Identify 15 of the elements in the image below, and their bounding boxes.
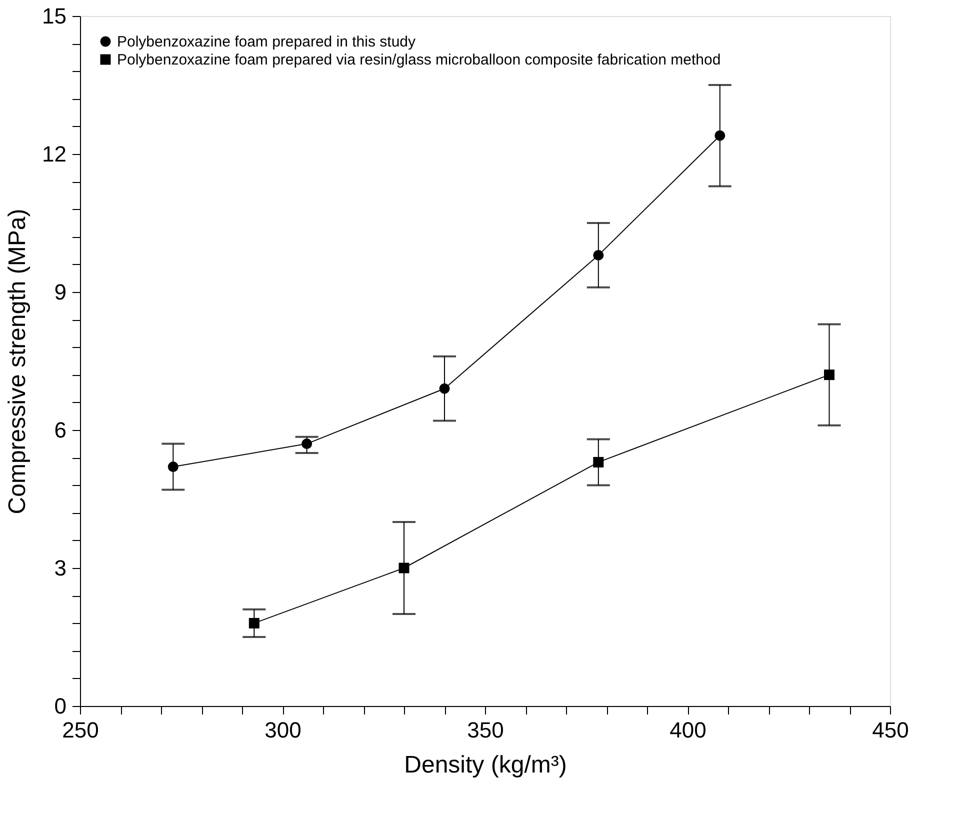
y-tick-label: 9 xyxy=(54,280,66,304)
y-tick-label: 3 xyxy=(54,556,66,580)
y-tick-label: 12 xyxy=(42,142,66,166)
legend-label: Polybenzoxazine foam prepared via resin/glass microballoon composite fabrication method xyxy=(117,52,721,68)
x-tick-label: 400 xyxy=(670,718,706,742)
y-tick-label: 15 xyxy=(42,4,66,28)
y-axis-title: Compressive strength (MPa) xyxy=(4,208,32,514)
legend-label: Polybenzoxazine foam prepared in this study xyxy=(117,34,416,50)
x-tick-label: 300 xyxy=(264,718,302,742)
y-tick-label: 0 xyxy=(54,694,66,718)
x-tick-label: 350 xyxy=(467,718,504,742)
x-tick-label: 250 xyxy=(62,718,99,742)
y-tick-label: 6 xyxy=(54,418,66,442)
x-tick-label: 450 xyxy=(872,718,909,742)
x-axis-title: Density (kg/m³) xyxy=(404,752,567,778)
